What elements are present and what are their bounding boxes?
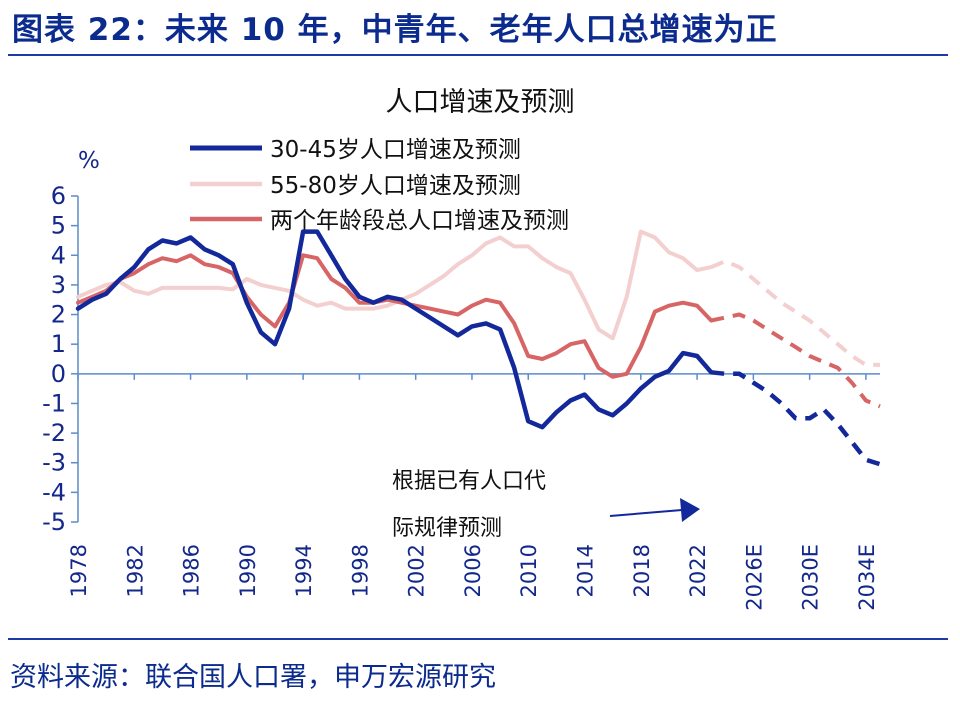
x-tick-label: 1986	[180, 544, 204, 597]
y-tick-label: 6	[51, 182, 66, 210]
annotation-arrow-shaft	[609, 509, 683, 517]
x-tick-label: 2030E	[799, 544, 823, 611]
legend-label: 30-45岁人口增速及预测	[270, 137, 521, 163]
annotation-arrow-icon	[680, 498, 700, 522]
x-tick-label: 2002	[405, 544, 429, 597]
source-rule	[8, 638, 948, 640]
x-tick-label: 2014	[574, 544, 598, 597]
chart-title: 人口增速及预测	[386, 87, 575, 118]
y-tick-label: -4	[42, 478, 66, 506]
y-tick-label: 1	[51, 330, 66, 358]
series-forecast-line-3	[710, 312, 881, 409]
annotation-line-2: 际规律预测	[392, 516, 502, 541]
y-tick-label: 5	[51, 212, 66, 240]
figure-title: 图表 22：未来 10 年，中青年、老年人口总增速为正	[12, 12, 778, 48]
source-note: 资料来源：联合国人口署，申万宏源研究	[10, 662, 496, 693]
x-axis: 1978 1982 1986 1990 1994 1998 2002 2006 2010 2014…	[67, 373, 880, 611]
series-group	[75, 229, 881, 467]
series-line-2	[76, 229, 714, 341]
x-tick-label: 2034E	[855, 544, 879, 611]
y-axis-unit-label: %	[78, 148, 100, 174]
x-tick-label: 1998	[348, 544, 372, 597]
legend-label: 两个年龄段总人口增速及预测	[270, 208, 569, 234]
series-line-3	[76, 253, 714, 379]
legend-label: 55-80岁人口增速及预测	[270, 173, 521, 199]
series-forecast-line-1	[710, 370, 881, 467]
y-tick-label: -5	[42, 508, 66, 536]
y-tick-label: 2	[51, 301, 66, 329]
title-rule	[8, 54, 948, 56]
series-forecast-line-2	[710, 259, 880, 367]
x-tick-label: 2006	[461, 544, 485, 597]
x-tick-label: 1982	[123, 544, 147, 597]
y-tick-label: -2	[42, 419, 66, 447]
y-tick-label: 4	[51, 241, 66, 269]
y-tick-label: 3	[51, 271, 66, 299]
x-tick-label: 2010	[517, 544, 541, 597]
x-tick-label: 2022	[686, 544, 710, 597]
y-tick-label: -1	[42, 389, 66, 417]
y-tick-label: -3	[42, 449, 66, 477]
annotation-line-1: 根据已有人口代	[392, 469, 546, 494]
x-tick-label: 2026E	[742, 544, 766, 611]
x-tick-label: 1990	[236, 544, 260, 597]
x-tick-label: 1978	[67, 544, 91, 597]
series-line-1	[75, 229, 714, 430]
x-tick-label: 1994	[292, 544, 316, 597]
y-tick-label: 0	[51, 360, 66, 388]
x-tick-label: 2018	[630, 544, 654, 597]
forecast-annotation: 根据已有人口代 际规律预测	[392, 469, 700, 541]
